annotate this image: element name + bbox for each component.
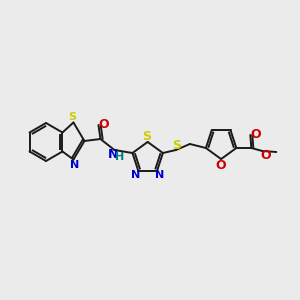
Text: O: O: [98, 118, 109, 130]
Text: S: S: [68, 112, 76, 122]
Text: H: H: [115, 152, 124, 162]
Text: S: S: [172, 139, 182, 152]
Text: N: N: [130, 170, 140, 180]
Text: N: N: [108, 148, 118, 160]
Text: N: N: [155, 170, 165, 180]
Text: N: N: [70, 160, 79, 170]
Text: O: O: [216, 159, 226, 172]
Text: O: O: [250, 128, 261, 140]
Text: S: S: [142, 130, 151, 143]
Text: O: O: [260, 148, 271, 161]
